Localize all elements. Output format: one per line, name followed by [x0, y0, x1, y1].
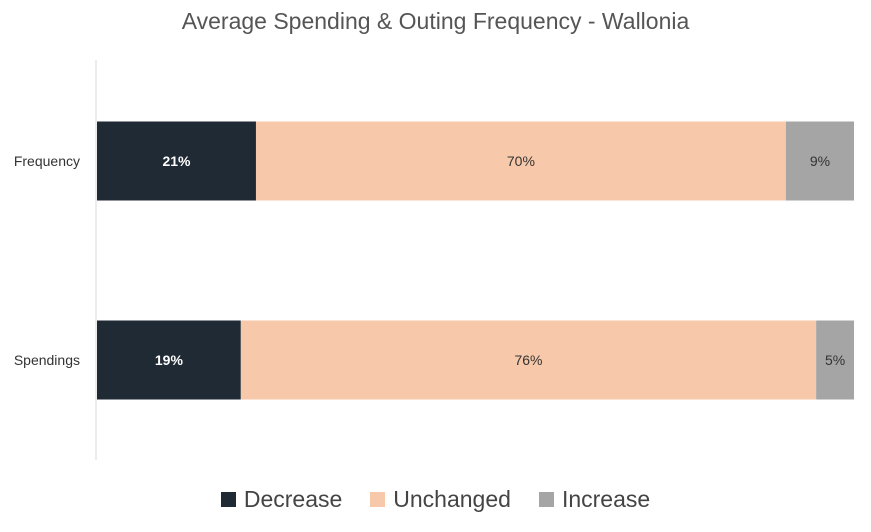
data-label-frequency-decrease: 21%: [162, 153, 191, 169]
bar-spendings-decrease: [97, 320, 241, 400]
chart-title: Average Spending & Outing Frequency - Wa…: [181, 8, 690, 34]
bar-frequency-increase: [785, 121, 854, 201]
legend-swatch-increase: [538, 492, 554, 507]
legend-label-unchanged: Unchanged: [393, 486, 511, 512]
legend-swatch-unchanged: [370, 492, 386, 507]
legend-item-increase: Increase: [538, 486, 651, 513]
category-label-frequency: Frequency: [14, 153, 80, 169]
legend-item-decrease: Decrease: [220, 486, 343, 513]
category-label-spendings: Spendings: [14, 352, 80, 368]
bar-frequency-decrease: [97, 121, 256, 201]
legend-label-decrease: Decrease: [243, 486, 343, 512]
bar-spendings-increase: [816, 320, 854, 400]
legend-item-unchanged: Unchanged: [370, 486, 511, 513]
data-label-spendings-unchanged: 76%: [514, 352, 542, 368]
bars: 21% 70% 9% 19% 76% 5%: [97, 121, 854, 400]
legend-label-increase: Increase: [561, 486, 651, 512]
data-label-frequency-increase: 9%: [810, 153, 830, 169]
chart-plot: Frequency Spendings 21% 70% 9% 19% 76% 5%: [14, 60, 854, 460]
category-labels: Frequency Spendings: [14, 153, 80, 368]
data-label-spendings-increase: 5%: [825, 352, 845, 368]
data-label-spendings-decrease: 19%: [155, 352, 184, 368]
legend: Decrease Unchanged Increase: [0, 486, 871, 513]
bar-frequency-unchanged: [255, 121, 786, 201]
data-label-frequency-unchanged: 70%: [507, 153, 535, 169]
bar-spendings-unchanged: [240, 320, 817, 400]
legend-swatch-decrease: [220, 492, 236, 507]
